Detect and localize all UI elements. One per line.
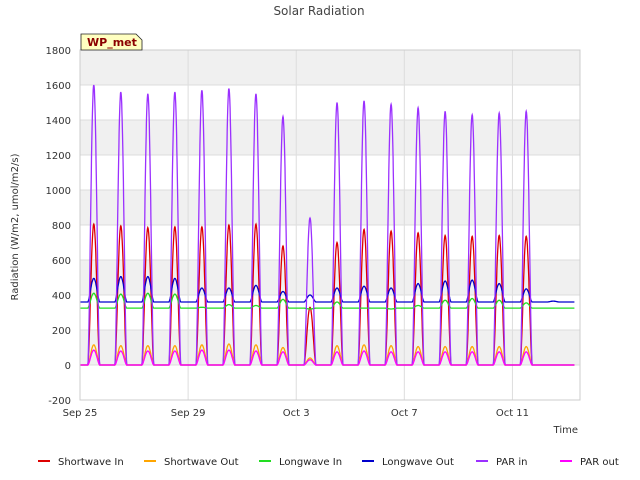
legend-label: Shortwave Out	[164, 457, 239, 468]
y-tick-label: 200	[52, 326, 71, 337]
y-tick-label: 1800	[46, 46, 71, 57]
background-band	[80, 50, 580, 85]
y-tick-label: 1200	[46, 151, 71, 162]
x-tick-label: Oct 11	[496, 408, 529, 419]
site-label: WP_met	[87, 36, 137, 49]
legend-label: Shortwave In	[58, 457, 124, 468]
legend-label: PAR in	[496, 457, 527, 468]
x-tick-label: Oct 7	[391, 408, 418, 419]
x-tick-label: Sep 29	[171, 408, 206, 419]
background-band	[80, 330, 580, 365]
series-line-par-out	[80, 349, 575, 366]
background-band	[80, 260, 580, 295]
legend-label: Longwave In	[279, 457, 342, 468]
plot-frame	[79, 49, 581, 401]
legend-label: Longwave Out	[382, 457, 454, 468]
x-tick-label: Oct 3	[283, 408, 310, 419]
y-axis-ticks: -200 0 200 400 600 800 1000 1200 1400 1600 1800	[46, 46, 71, 407]
site-label-box: WP_met	[80, 33, 143, 51]
x-axis-title: Time	[553, 425, 578, 436]
y-tick-label: 0	[65, 361, 71, 372]
legend-label: PAR out	[580, 457, 619, 468]
series-line-longwave-out	[80, 275, 575, 303]
y-tick-label: 1400	[46, 116, 71, 127]
x-axis-ticks: Sep 25 Sep 29 Oct 3 Oct 7 Oct 11	[63, 408, 529, 419]
y-tick-label: 400	[52, 291, 71, 302]
chart-title: Solar Radiation	[273, 4, 364, 18]
site-label-shape	[80, 33, 143, 51]
y-tick-label: 800	[52, 221, 71, 232]
background-band	[80, 120, 580, 155]
background-band	[80, 190, 580, 225]
series-line-longwave-in	[80, 292, 575, 310]
y-tick-label: 1600	[46, 81, 71, 92]
legend: Shortwave In Shortwave Out Longwave In Long…	[38, 457, 619, 468]
series-layer	[80, 84, 575, 366]
y-tick-label: 600	[52, 256, 71, 267]
y-tick-label: -200	[48, 396, 71, 407]
y-axis-title: Radiation (W/m2, umol/m2/s)	[10, 153, 21, 300]
y-tick-label: 1000	[46, 186, 71, 197]
x-tick-label: Sep 25	[63, 408, 98, 419]
